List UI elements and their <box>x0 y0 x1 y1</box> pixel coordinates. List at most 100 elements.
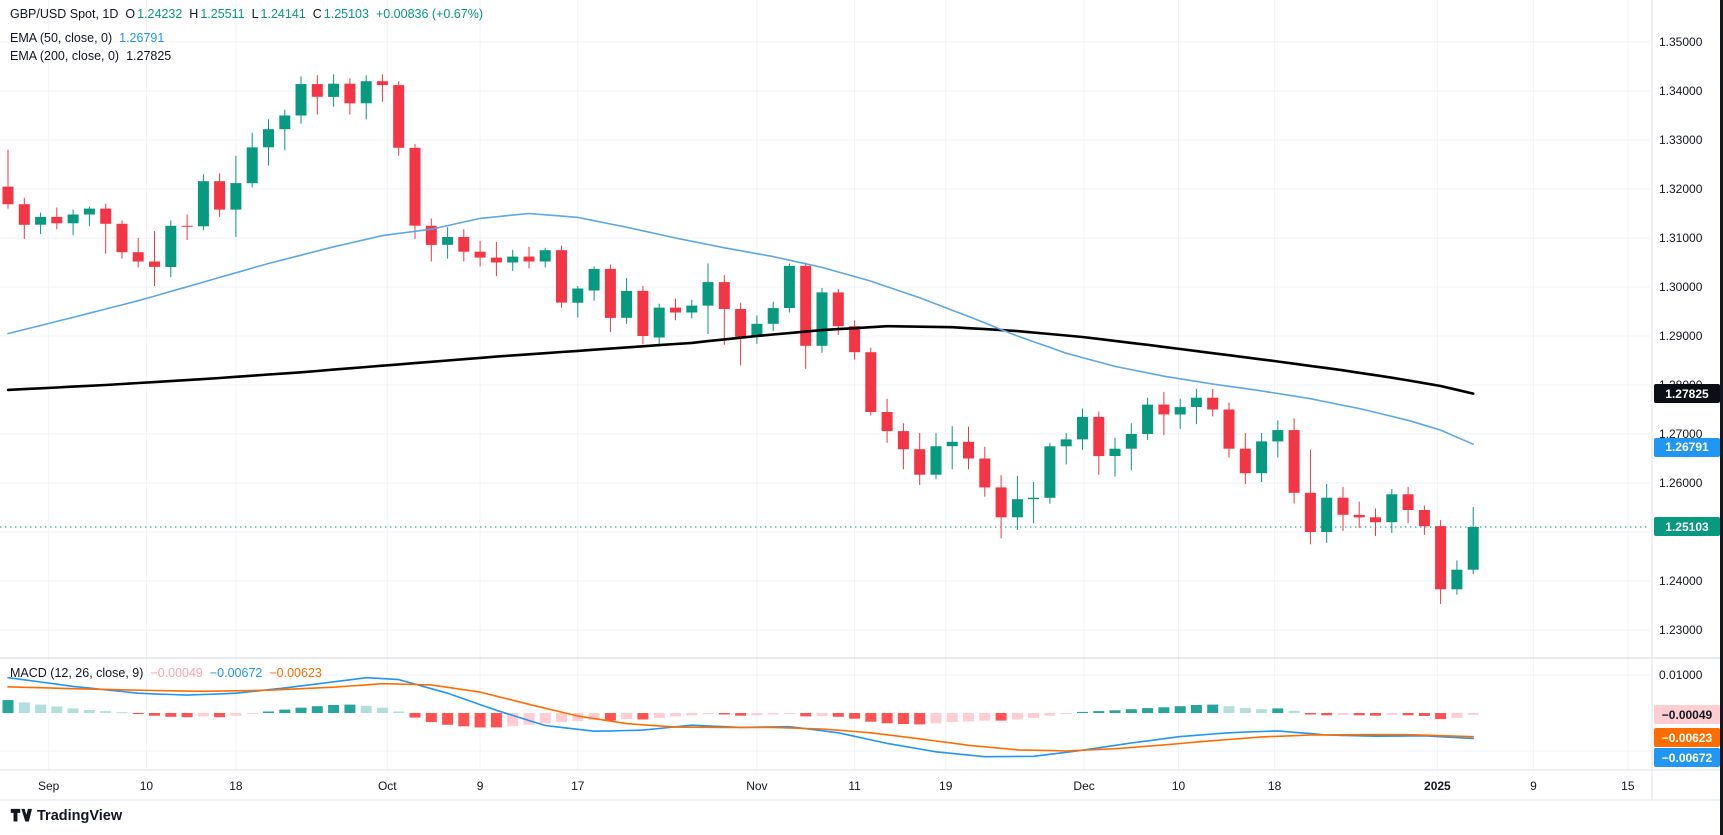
ema50-line <box>7 212 1474 445</box>
candle <box>409 143 421 239</box>
candle <box>295 76 307 124</box>
close-value: 1.25103 <box>323 7 369 21</box>
tradingview-logo-icon <box>10 808 32 822</box>
candle <box>1435 520 1447 604</box>
candle <box>832 289 844 335</box>
price-axis-label: 1.34000 <box>1659 84 1703 98</box>
macd-histogram-bar <box>2 700 14 713</box>
macd-histogram-bar <box>393 711 405 713</box>
macd-histogram-bar <box>1353 713 1365 716</box>
time-axis-label: 15 <box>1621 779 1635 793</box>
candle <box>214 173 226 217</box>
time-axis-label: 9 <box>476 779 484 793</box>
macd-legend-row[interactable]: MACD (12, 26, close, 9) −0.00049 −0.0067… <box>10 666 322 680</box>
candle <box>783 263 795 313</box>
macd-histogram-bar <box>1077 711 1088 713</box>
low-label: L <box>251 7 259 21</box>
open-value: 1.24232 <box>137 7 183 21</box>
candle <box>1321 484 1333 543</box>
price-axis-label: 1.26000 <box>1659 476 1703 490</box>
candle <box>1304 449 1316 545</box>
macd-histogram-bar <box>442 713 454 725</box>
price-axis-label: 1.33000 <box>1659 133 1703 147</box>
macd-histogram-bar <box>572 713 584 721</box>
macd-histogram-bar <box>425 713 437 723</box>
macd-histogram-bar <box>490 713 502 728</box>
macd-histogram-bar <box>670 713 681 717</box>
symbol-legend-row[interactable]: GBP/USD Spot, 1D O 1.24232 H 1.25511 L 1.24… <box>10 7 483 21</box>
price-axis-label: 1.23000 <box>1659 623 1703 637</box>
macd-histogram-bar <box>897 713 909 724</box>
candle <box>963 426 974 470</box>
macd-histogram-bar <box>246 713 258 714</box>
time-axis-label: 18 <box>1267 779 1282 793</box>
macd-histogram-bar <box>1158 707 1170 713</box>
time-axis-label: 19 <box>939 779 953 793</box>
candle <box>735 302 747 366</box>
macd-name: MACD (12, 26, close, 9) <box>10 666 144 680</box>
macd-line-value: −0.00672 <box>209 666 263 680</box>
candle <box>263 119 274 166</box>
candle <box>246 132 258 188</box>
macd-histogram-bar <box>263 711 274 713</box>
ema50-legend-row[interactable]: EMA (50, close, 0) 1.26791 <box>10 31 164 45</box>
price-axis-label: 1.32000 <box>1659 182 1703 196</box>
candle <box>376 74 388 102</box>
candle <box>702 263 714 334</box>
candle <box>1223 402 1235 458</box>
macd-histogram-bar <box>930 713 942 724</box>
macd-histogram-bar <box>621 713 633 720</box>
price-axis-label: 1.31000 <box>1659 231 1703 245</box>
time-axis-label: 10 <box>139 779 154 793</box>
candle <box>1044 442 1056 504</box>
time-axis-label: Sep <box>38 779 60 793</box>
open-label: O <box>125 7 136 21</box>
candle <box>1174 398 1186 430</box>
candle <box>1288 418 1300 504</box>
macd-histogram-bar <box>556 713 567 723</box>
candle <box>1239 433 1251 484</box>
macd-histogram-bar <box>1321 713 1333 716</box>
macd-signal-line <box>7 682 1474 752</box>
macd-histogram-bar <box>149 713 160 716</box>
macd-histogram-bar <box>279 709 291 713</box>
candle <box>800 262 812 369</box>
candle <box>604 264 616 333</box>
candle <box>1451 560 1463 595</box>
macd-histogram-bar <box>718 713 730 715</box>
macd-histogram-bar <box>474 713 486 728</box>
macd-histogram-bar <box>116 712 128 714</box>
macd-histogram-bar <box>1272 708 1284 713</box>
candle <box>181 214 193 240</box>
time-axis-label: 18 <box>229 779 243 793</box>
tradingview-attribution[interactable]: TradingView <box>10 805 122 827</box>
candle <box>556 245 567 308</box>
time-axis-label: Dec <box>1073 779 1095 793</box>
close-label: C <box>312 7 322 21</box>
macd-histogram-bar <box>751 713 763 716</box>
macd-histogram-bar <box>881 713 893 724</box>
macd-histogram-bar <box>295 707 307 713</box>
macd-histogram-bar <box>507 713 519 727</box>
candle <box>328 74 340 107</box>
low-value: 1.24141 <box>260 7 306 21</box>
macd-histogram-bar <box>83 710 95 713</box>
candle <box>816 288 828 353</box>
ema200-legend-row[interactable]: EMA (200, close, 0) 1.27825 <box>10 49 171 63</box>
candle <box>360 75 372 120</box>
candle <box>539 247 551 268</box>
candle <box>1060 433 1072 465</box>
macd-histogram-bar <box>1435 713 1447 720</box>
candle <box>1337 486 1349 531</box>
candle <box>100 203 112 254</box>
macd-line-badge: −0.00672 <box>1654 748 1720 768</box>
macd-histogram-bar <box>1125 709 1137 713</box>
high-value: 1.25511 <box>200 7 245 21</box>
candle <box>425 218 437 262</box>
candle <box>279 109 291 151</box>
macd-histogram-bar <box>865 713 877 722</box>
candle <box>881 398 893 443</box>
macd-histogram-bar <box>979 713 991 721</box>
